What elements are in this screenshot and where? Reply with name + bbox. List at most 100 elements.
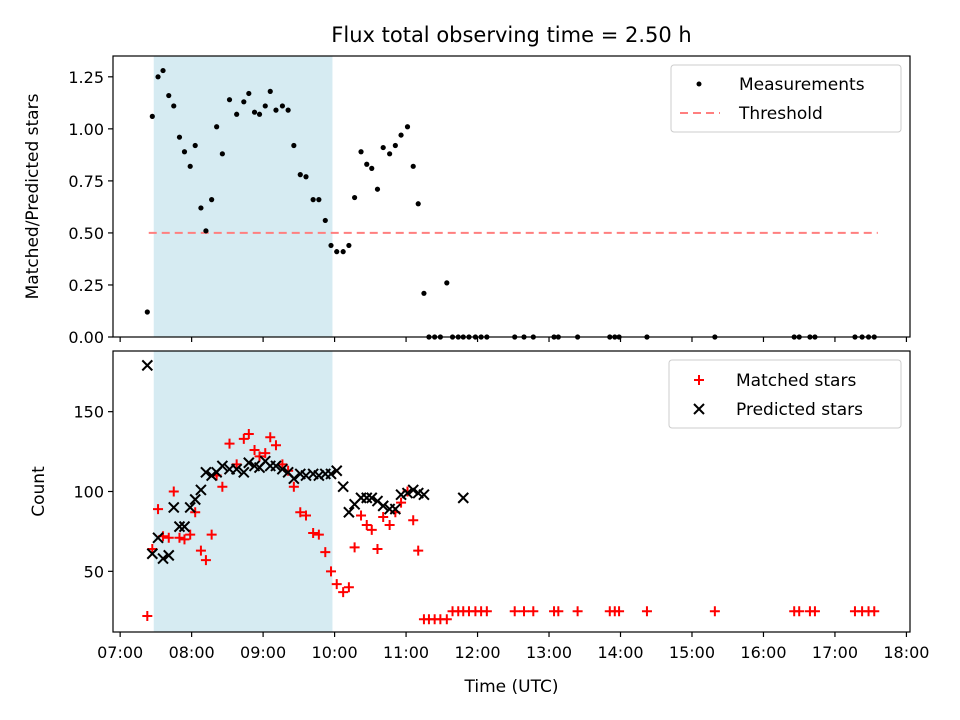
- measurement-point: [262, 103, 268, 109]
- matched-star-point: [200, 555, 211, 566]
- predicted-star-point: [195, 484, 207, 496]
- top-y-axis-label: Matched/Predicted stars: [23, 93, 43, 299]
- predicted-star-point: [270, 460, 282, 472]
- measurement-point: [444, 280, 450, 286]
- matched-star-point: [254, 451, 265, 462]
- matched-star-point: [441, 614, 452, 625]
- predicted-star-point: [238, 466, 250, 479]
- matched-star-point: [320, 547, 331, 558]
- measurement-point: [374, 186, 381, 192]
- legend-measurements-label: Measurements: [739, 75, 865, 95]
- matched-star-point: [217, 481, 228, 492]
- matched-star-point: [260, 448, 271, 459]
- measurement-point: [187, 163, 193, 169]
- matched-star-point: [869, 606, 880, 617]
- measurement-point: [192, 142, 198, 149]
- top-shaded-span: [153, 56, 333, 337]
- bottom-legend: Matched stars Predicted stars: [668, 359, 902, 429]
- predicted-star-point: [163, 549, 175, 562]
- x-tick-label: 14:00: [597, 643, 643, 662]
- matched-star-point: [270, 440, 281, 451]
- measurement-point: [352, 194, 358, 201]
- predicted-star-point: [276, 463, 289, 475]
- measurement-point: [392, 142, 398, 149]
- matched-star-point: [224, 438, 235, 449]
- measurement-point: [369, 165, 375, 171]
- bottom-y-axis-label: Count: [29, 466, 49, 517]
- matched-star-point: [356, 510, 367, 521]
- measurement-point: [160, 67, 166, 74]
- matched-star-point: [349, 542, 360, 553]
- x-tick-label: 09:00: [240, 643, 286, 662]
- matched-star-point: [378, 512, 389, 523]
- measurement-point: [346, 242, 352, 249]
- bottom-y-ticks: 50 100 150: [73, 403, 113, 581]
- predicted-star-point: [205, 469, 218, 482]
- matched-star-point: [809, 606, 820, 617]
- measurement-point: [256, 111, 263, 117]
- matched-star-point: [153, 504, 164, 515]
- measurement-points: [144, 67, 877, 340]
- measurement-point: [387, 151, 393, 157]
- matched-star-point: [238, 433, 249, 444]
- bottom-y-tick-label: 150: [73, 403, 104, 422]
- predicted-star-point: [146, 548, 159, 560]
- predicted-star-point: [331, 465, 343, 477]
- matched-star-point: [572, 606, 583, 617]
- measurement-point: [246, 90, 252, 97]
- predicted-star-point: [377, 500, 389, 512]
- bottom-y-tick-label: 50: [84, 562, 104, 581]
- matched-star-point: [277, 459, 288, 470]
- predicted-star-point: [457, 492, 469, 504]
- matched-star-point: [372, 543, 383, 554]
- measurement-point: [251, 109, 258, 115]
- x-tick-label: 08:00: [169, 643, 215, 662]
- matched-star-point: [408, 515, 419, 526]
- top-y-tick-label: 1.25: [68, 68, 104, 87]
- top-y-tick-label: 0.25: [68, 276, 104, 295]
- matched-star-point: [243, 429, 254, 440]
- measurement-point: [398, 132, 404, 138]
- top-x-ticks: [119, 337, 908, 342]
- matched-star-point: [413, 545, 424, 556]
- measurement-point: [241, 99, 247, 105]
- legend-predicted-label: Predicted stars: [736, 400, 863, 420]
- predicted-star-point: [200, 466, 212, 479]
- matched-star-point: [179, 534, 190, 545]
- predicted-star-point: [418, 488, 430, 501]
- matched-star-point: [528, 606, 539, 617]
- matched-star-point: [265, 432, 276, 443]
- x-tick-label: 07:00: [97, 643, 143, 662]
- measurement-point: [303, 174, 309, 180]
- matched-star-point: [308, 528, 319, 539]
- measurement-point: [334, 249, 340, 255]
- top-y-tick-label: 0.00: [68, 328, 104, 347]
- chart-title: Flux total observing time = 2.50 h: [331, 23, 691, 47]
- matched-star-point: [519, 606, 530, 617]
- matched-star-point: [195, 545, 206, 556]
- matched-star-point: [168, 486, 179, 497]
- measurement-point: [219, 151, 225, 157]
- predicted-star-point: [141, 359, 154, 372]
- measurement-point: [226, 97, 233, 103]
- matched-star-point: [509, 606, 520, 617]
- matched-star-point: [174, 532, 185, 543]
- measurement-point: [404, 124, 411, 130]
- predicted-star-point: [243, 457, 255, 469]
- matched-star-point: [206, 529, 217, 540]
- measurement-point: [380, 144, 386, 151]
- matched-star-point: [396, 497, 407, 508]
- measurement-point: [203, 228, 209, 234]
- measurement-point: [149, 113, 155, 119]
- bottom-shaded-span: [153, 351, 333, 632]
- measurement-point: [155, 74, 161, 80]
- matched-star-point: [185, 529, 196, 540]
- bottom-y-tick-label: 100: [73, 483, 104, 502]
- x-tick-label: 11:00: [383, 643, 429, 662]
- matched-star-point: [163, 532, 174, 543]
- matched-star-point: [338, 587, 349, 598]
- bottom-panel: 50 100 150 07:00 08:00 09:00 10:00 11:00 12:00 1…: [29, 350, 929, 697]
- predicted-star-point: [407, 484, 419, 496]
- x-tick-label: 12:00: [454, 643, 500, 662]
- measurement-point: [328, 242, 334, 249]
